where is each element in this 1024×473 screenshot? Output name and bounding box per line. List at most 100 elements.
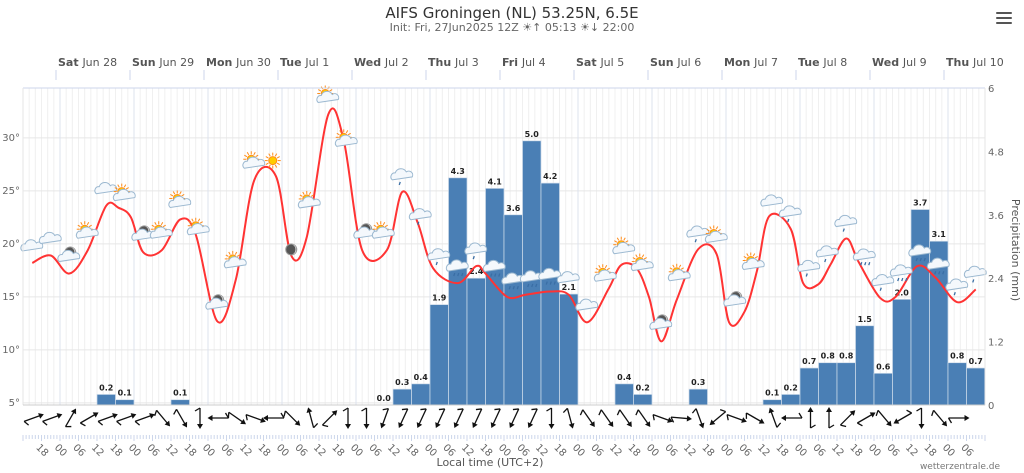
- precip-bar-label: 0.0: [377, 394, 392, 403]
- hamburger-menu-icon[interactable]: [996, 12, 1012, 26]
- wind-barb: [652, 414, 655, 421]
- wind-shaft: [228, 411, 244, 424]
- wind-shaft: [895, 412, 912, 423]
- precip-bar-label: 4.3: [451, 167, 465, 176]
- wind-arrow-icon: [207, 412, 230, 421]
- wind-barb: [598, 409, 602, 416]
- wind-shaft: [64, 410, 76, 427]
- cloud-shape: [316, 90, 340, 104]
- sun-ray: [225, 254, 229, 257]
- wind-head: [398, 422, 404, 428]
- wind-shaft: [418, 408, 427, 426]
- rain-drop: [923, 257, 926, 262]
- wind-head: [263, 415, 268, 421]
- rain-drop: [461, 272, 464, 277]
- sun-disc: [268, 156, 278, 166]
- sun-ray: [255, 154, 259, 158]
- cloud-shape: [297, 196, 321, 209]
- wind-arrow-icon: [546, 407, 555, 429]
- wind-barb: [154, 410, 158, 417]
- hour-tick-label: 12: [607, 442, 624, 459]
- sun-ray: [669, 267, 673, 270]
- moon-cloud-icon: [723, 291, 747, 307]
- wind-arrow-icon: [839, 410, 856, 428]
- cloud-shape: [667, 269, 691, 282]
- precip-bar: [466, 277, 486, 406]
- wind-head: [509, 422, 515, 428]
- weekday: Wed: [354, 56, 385, 69]
- sun-ray: [151, 224, 155, 228]
- cloud-shape: [908, 244, 932, 257]
- cloud-icon: [575, 298, 599, 311]
- wind-barb: [116, 420, 122, 426]
- wind-head: [741, 417, 747, 423]
- sun-ray: [706, 229, 710, 232]
- precip-bar: [429, 304, 449, 406]
- chart-subtitle: Init: Fri, 27Jun2025 12Z ☀↑ 05:13 ☀↓ 22:…: [0, 21, 1024, 34]
- hour-tick-label: 00: [52, 442, 69, 459]
- wind-barb: [283, 410, 287, 417]
- cloud-shape: [112, 188, 136, 202]
- moon-cloud-icon: [205, 294, 229, 310]
- wind-shaft: [857, 413, 874, 424]
- sun-ray: [641, 254, 645, 258]
- sun-ray: [625, 240, 629, 243]
- date: Jun 29: [158, 56, 194, 69]
- wind-head: [380, 422, 386, 429]
- hour-tick-label: 00: [940, 442, 957, 459]
- day-label: Tue Jul 1: [280, 56, 329, 69]
- hour-tick-label: 06: [588, 442, 605, 459]
- wind-shaft: [492, 408, 501, 426]
- credit: wetterzentrale.de: [920, 462, 1001, 472]
- precip-bar: [873, 372, 893, 406]
- weekday: Fri: [502, 56, 522, 69]
- rain-drop: [879, 287, 882, 291]
- sun-ray: [614, 240, 618, 243]
- wind-head: [527, 422, 534, 428]
- sun-cloud-icon: [612, 236, 636, 255]
- date: Jul 10: [972, 56, 1004, 69]
- wind-arrow-icon: [857, 412, 876, 427]
- cloud-shape: [630, 258, 654, 272]
- sun-ray: [329, 89, 333, 92]
- date: Jul 2: [384, 56, 409, 69]
- precip-bar-label: 0.1: [765, 389, 780, 398]
- rain-icon: [464, 242, 488, 260]
- cloud-shape: [538, 267, 562, 281]
- date: Jul 6: [676, 56, 701, 69]
- wind-shaft: [97, 414, 116, 423]
- wind-arrow-icon: [916, 407, 925, 429]
- weekday: Tue: [798, 56, 823, 69]
- wind-head: [893, 418, 900, 424]
- wind-barb: [857, 422, 863, 427]
- sun-ray: [160, 222, 164, 226]
- sun-ray: [752, 253, 756, 257]
- wind-barb: [173, 409, 178, 415]
- wind-barb: [916, 407, 922, 412]
- day-label: Wed Jul 2: [354, 56, 409, 69]
- hour-tick-label: 00: [348, 442, 365, 459]
- cloud-shape: [612, 242, 636, 255]
- right-tick-label: 3.6: [988, 211, 1004, 222]
- day-label: Mon Jun 30: [206, 56, 271, 69]
- rain-drop: [864, 261, 867, 266]
- hour-tick-label: 00: [126, 442, 143, 459]
- wind-barb: [840, 424, 847, 428]
- sunrise-time: 05:13: [544, 21, 577, 34]
- hour-tick-label: 00: [200, 442, 217, 459]
- sun-cloud-icon: [75, 221, 99, 239]
- cloud-shape: [889, 264, 913, 277]
- wind-arrow-icon: [709, 409, 727, 426]
- precip-bar: [892, 298, 912, 406]
- weekday: Sat: [58, 56, 82, 69]
- cloud-shape: [649, 317, 673, 330]
- wind-head: [331, 410, 338, 416]
- sun-ray: [188, 221, 192, 224]
- sun-ray: [197, 218, 201, 222]
- right-tick-label: 1.2: [988, 338, 1004, 349]
- precip-bar-label: 0.1: [118, 389, 133, 398]
- sun-ray: [680, 267, 684, 270]
- wind-barb: [382, 407, 389, 411]
- wind-arrow-icon: [490, 408, 501, 428]
- wind-shaft: [116, 414, 134, 423]
